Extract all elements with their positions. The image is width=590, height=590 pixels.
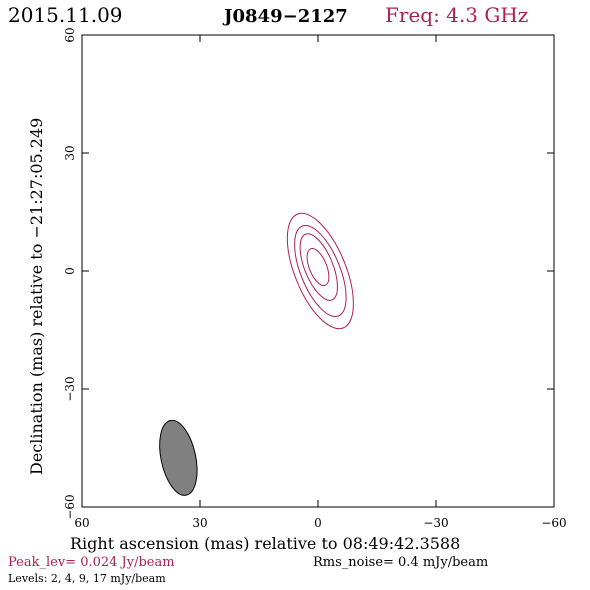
contour-layer <box>286 212 354 330</box>
peak-level: Peak_lev= 0.024 Jy/beam <box>8 555 175 570</box>
contour-level-4 <box>294 225 347 317</box>
y-tick-label: −30 <box>63 376 77 401</box>
plot-frame <box>81 34 555 508</box>
contour-level-2 <box>286 212 354 330</box>
beam-layer <box>159 419 198 496</box>
axis-ticks <box>81 34 555 508</box>
frequency-label: Freq: 4.3 GHz <box>385 3 528 27</box>
tick-labels: 60 30 0 −30 −60 −60 −30 0 30 60 <box>63 27 567 530</box>
x-tick-label: −30 <box>423 516 448 530</box>
beam-ellipse <box>159 419 198 496</box>
x-tick-label: 60 <box>74 516 89 530</box>
y-tick-label: −60 <box>63 494 77 519</box>
contour-level-17 <box>306 248 330 287</box>
x-tick-label: 0 <box>314 516 322 530</box>
rms-noise: Rms_noise= 0.4 mJy/beam <box>313 555 488 570</box>
source-name: J0849−2127 <box>222 6 348 27</box>
y-axis-label: Declination (mas) relative to −21:27:05.… <box>27 118 46 475</box>
y-tick-label: 60 <box>63 27 77 42</box>
x-tick-label: 30 <box>192 516 207 530</box>
y-tick-label: 30 <box>63 145 77 160</box>
contour-levels: Levels: 2, 4, 9, 17 mJy/beam <box>8 572 166 585</box>
x-tick-label: −60 <box>541 516 566 530</box>
contour-level-9 <box>299 233 338 301</box>
y-tick-label: 0 <box>63 267 77 275</box>
x-axis-label: Right ascension (mas) relative to 08:49:… <box>70 534 460 553</box>
observation-date: 2015.11.09 <box>8 3 123 27</box>
